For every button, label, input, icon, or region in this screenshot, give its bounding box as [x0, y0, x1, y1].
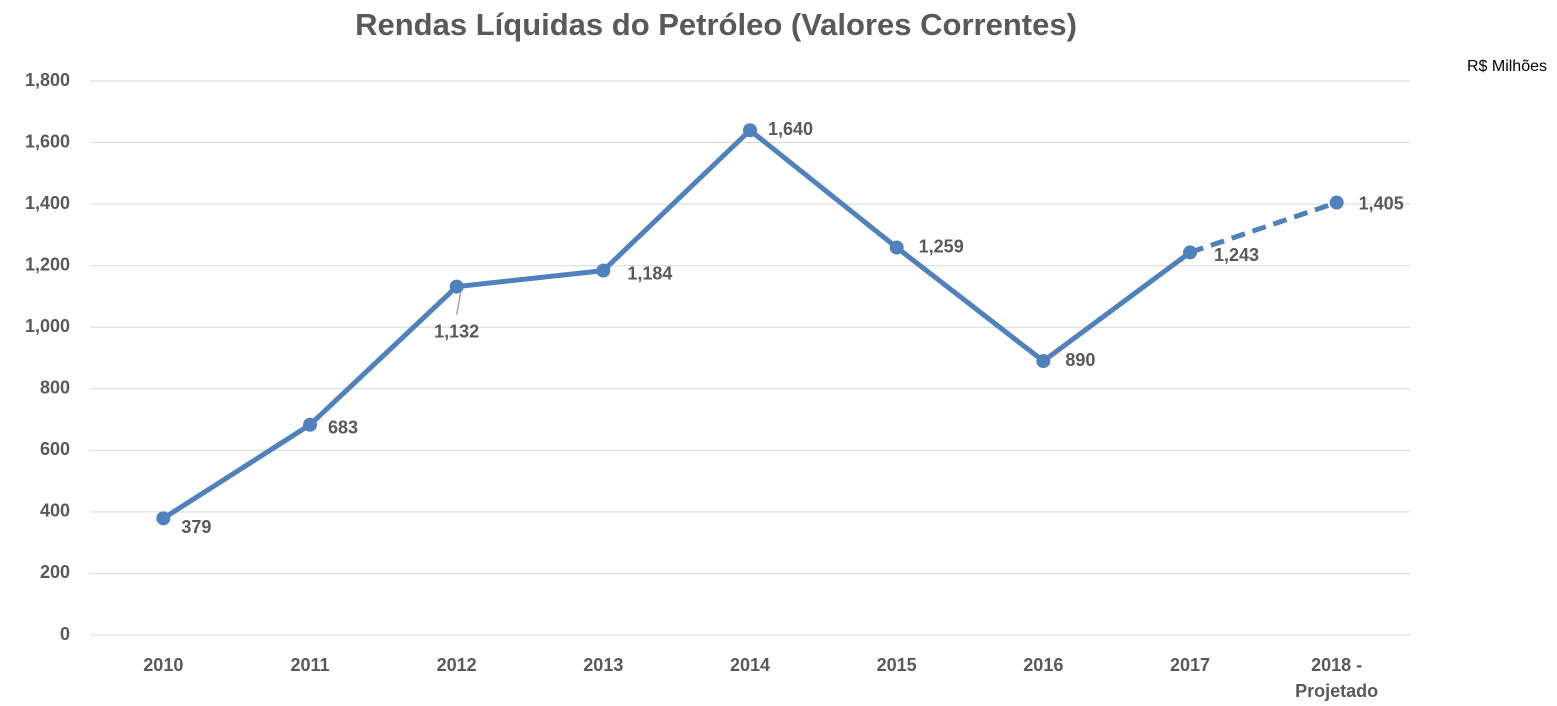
leader-line [455, 292, 462, 315]
y-tick-label: 1,800 [25, 70, 70, 90]
y-tick-label: 1,200 [25, 254, 70, 274]
data-point [156, 511, 171, 526]
y-tick-label: 600 [40, 439, 70, 459]
data-point [449, 279, 464, 294]
unit-label: R$ Milhões [1467, 58, 1547, 75]
data-point [1036, 354, 1051, 369]
data-label: 1,184 [627, 263, 672, 283]
y-tick-label: 800 [40, 378, 70, 398]
data-label: 1,243 [1214, 245, 1259, 265]
y-tick-label: 400 [40, 501, 70, 521]
chart-title: Rendas Líquidas do Petróleo (Valores Cor… [355, 7, 1077, 42]
x-tick-label: 2015 [876, 655, 917, 675]
data-label: 379 [181, 517, 211, 537]
x-tick-label: 2014 [729, 655, 771, 675]
y-tick-label: 200 [40, 562, 70, 582]
data-point [303, 417, 317, 432]
y-tick-label: 1,000 [25, 316, 70, 336]
y-tick-label: 1,400 [25, 193, 70, 213]
y-tick-label: 1,600 [25, 131, 70, 151]
x-tick-label: 2011 [290, 655, 330, 675]
data-label: 1,405 [1359, 193, 1404, 213]
data-point [889, 240, 904, 255]
x-tick-label: 2010 [143, 655, 184, 675]
y-tick-label: 0 [60, 624, 70, 644]
data-label: 1,259 [919, 236, 964, 256]
data-label: 1,132 [434, 321, 479, 341]
data-label: 1,640 [768, 119, 813, 139]
data-point [743, 123, 757, 138]
data-point [1329, 195, 1344, 210]
x-tick-label: 2013 [583, 655, 624, 675]
data-label: 890 [1065, 350, 1095, 370]
x-tick-label: 2012 [436, 655, 477, 675]
data-point [1183, 245, 1197, 260]
data-label: 683 [328, 418, 358, 438]
data-line [161, 127, 1192, 521]
x-tick-label: 2018 - Projetado [1295, 655, 1379, 701]
x-tick-label: 2017 [1169, 655, 1211, 675]
x-tick-label: 2016 [1023, 655, 1064, 675]
projected-segment [1189, 200, 1338, 255]
data-point [596, 263, 611, 278]
